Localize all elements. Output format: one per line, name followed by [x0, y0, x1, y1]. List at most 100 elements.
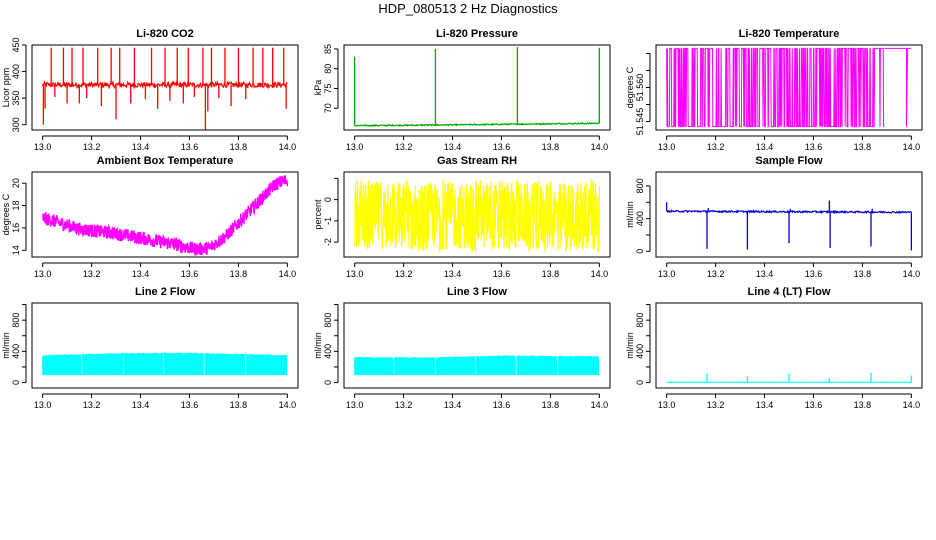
- y-tick-label: 800: [323, 313, 333, 328]
- band-block: [558, 355, 600, 376]
- x-tick-label: 13.2: [395, 400, 413, 410]
- panel-3: Ambient Box Temperature degrees C 13.0 13.2…: [1, 155, 299, 279]
- series-group: [665, 200, 913, 251]
- x-tick-label: 14.0: [591, 142, 609, 152]
- page-title: HDP_080513 2 Hz Diagnostics: [378, 1, 558, 16]
- x-tick-label: 13.4: [132, 269, 150, 279]
- y-tick-label: 16: [11, 223, 21, 233]
- x-tick-label: 13.8: [542, 269, 560, 279]
- x-tick-label: 13.0: [346, 142, 364, 152]
- series-group: [354, 178, 600, 253]
- y-axis-label: kPa: [313, 80, 323, 96]
- x-tick-label: 14.0: [279, 269, 297, 279]
- panel-0: Li-820 CO2 Licor ppm 13.0 13.2 13.4 13.6 13.8 1…: [1, 28, 299, 152]
- x-tick-label: 13.8: [854, 269, 872, 279]
- panel-title: Line 4 (LT) Flow: [748, 286, 831, 298]
- x-tick-label: 13.4: [756, 142, 774, 152]
- y-tick-label: 75: [323, 83, 333, 93]
- panel-5: Sample Flow ml/min 13.0 13.2 13.4 13.6 13.8 14.…: [625, 155, 923, 279]
- panel-8: Line 4 (LT) Flow ml/min 13.0 13.2 13.4 13.6 13…: [625, 286, 923, 410]
- x-tick-label: 13.8: [230, 142, 248, 152]
- x-tick-label: 13.0: [658, 400, 676, 410]
- band-block: [435, 356, 476, 376]
- x-tick-label: 13.2: [395, 142, 413, 152]
- x-tick-label: 13.0: [34, 269, 52, 279]
- x-tick-label: 14.0: [279, 400, 297, 410]
- y-axis-label: Licor ppm: [1, 68, 11, 108]
- x-tick-label: 13.8: [542, 400, 560, 410]
- panel-title: Li-820 Pressure: [436, 28, 518, 40]
- panel-title: Li-820 CO2: [136, 28, 193, 40]
- x-tick-label: 13.2: [83, 142, 101, 152]
- x-tick-label: 13.4: [132, 142, 150, 152]
- y-tick-label: 85: [323, 44, 333, 54]
- panel-1: Li-820 Pressure kPa 13.0 13.2 13.4 13.6 13.8 14…: [313, 28, 611, 152]
- y-tick-label: 400: [635, 344, 645, 359]
- band-block: [246, 353, 288, 376]
- y-tick-label: 400: [11, 344, 21, 359]
- x-tick-label: 13.6: [493, 142, 511, 152]
- y-tick-label: 0: [323, 380, 333, 385]
- x-tick-label: 13.6: [493, 269, 511, 279]
- band-block: [394, 356, 436, 376]
- series-line: [42, 175, 289, 256]
- series-group: [666, 47, 912, 128]
- series-group: [42, 175, 289, 256]
- x-tick-label: 14.0: [903, 142, 921, 152]
- panel-title: Gas Stream RH: [437, 155, 517, 167]
- x-tick-label: 13.6: [181, 269, 199, 279]
- x-tick-label: 14.0: [903, 269, 921, 279]
- series-line: [666, 47, 885, 128]
- x-tick-label: 14.0: [591, 269, 609, 279]
- x-tick-label: 13.0: [346, 269, 364, 279]
- y-tick-label: 400: [11, 64, 21, 79]
- band-block: [204, 352, 246, 376]
- y-axis-label: degrees C: [1, 193, 11, 235]
- y-tick-label: 14: [11, 245, 21, 255]
- y-axis-label: ml/min: [1, 332, 11, 359]
- x-tick-label: 13.8: [542, 142, 560, 152]
- y-tick-label: 0: [635, 249, 645, 254]
- y-tick-label: 450: [11, 37, 21, 52]
- x-tick-label: 13.0: [346, 400, 364, 410]
- panel-frame: [343, 171, 611, 258]
- x-tick-label: 14.0: [279, 142, 297, 152]
- band-block: [164, 352, 204, 376]
- x-tick-label: 13.4: [444, 142, 462, 152]
- y-tick-label: 0: [635, 380, 645, 385]
- panel-frame: [31, 302, 299, 389]
- series-line: [354, 178, 600, 253]
- x-tick-label: 13.4: [756, 400, 774, 410]
- series-line: [354, 121, 600, 127]
- x-tick-label: 13.0: [658, 142, 676, 152]
- panel-frame: [655, 44, 923, 131]
- y-tick-label: 400: [323, 344, 333, 359]
- x-tick-label: 13.8: [854, 142, 872, 152]
- x-tick-label: 13.8: [854, 400, 872, 410]
- y-tick-label: 51.560: [635, 74, 645, 102]
- x-tick-label: 14.0: [903, 400, 921, 410]
- band-block: [354, 356, 394, 376]
- x-tick-label: 13.4: [756, 269, 774, 279]
- y-tick-label: 400: [635, 211, 645, 226]
- band-block: [516, 355, 558, 376]
- x-tick-label: 13.2: [83, 269, 101, 279]
- series-group: [666, 372, 913, 384]
- panel-6: Line 2 Flow ml/min 13.0 13.2 13.4 13.6 13.8 14.…: [1, 286, 299, 410]
- y-tick-label: -1: [323, 217, 333, 225]
- x-tick-label: 13.6: [805, 269, 823, 279]
- panel-frame: [31, 44, 299, 131]
- band-block: [42, 354, 82, 376]
- x-tick-label: 13.8: [230, 400, 248, 410]
- y-tick-label: 18: [11, 201, 21, 211]
- y-tick-label: -2: [323, 238, 333, 246]
- y-tick-label: 300: [11, 117, 21, 132]
- panel-title: Ambient Box Temperature: [97, 155, 234, 167]
- panel-4: Gas Stream RH percent 13.0 13.2 13.4 13.6 13.8…: [313, 155, 611, 279]
- y-axis-label: percent: [313, 199, 323, 230]
- x-tick-label: 14.0: [591, 400, 609, 410]
- x-tick-label: 13.2: [707, 142, 725, 152]
- x-tick-label: 13.2: [707, 269, 725, 279]
- series-group: [42, 352, 288, 376]
